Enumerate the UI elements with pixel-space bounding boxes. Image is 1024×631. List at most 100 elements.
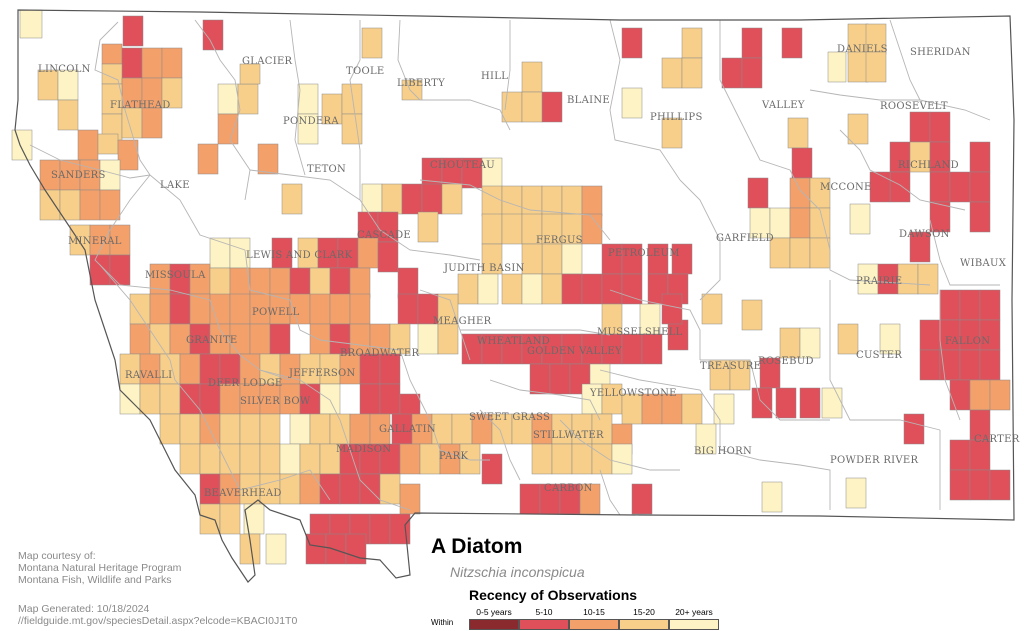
observation-cell [161,77,183,109]
observation-cell [741,27,763,59]
observation-cell [929,111,951,143]
observation-cell [789,177,811,209]
observation-cell [259,443,281,475]
county-label-mccone: MCCONE [820,182,872,193]
observation-cell [417,323,439,355]
observation-cell [57,99,79,131]
observation-cell [269,267,291,299]
observation-cell [141,107,163,139]
observation-cell [701,293,723,325]
map-title: A Diatom [431,535,523,558]
legend-swatch-20-plus [669,619,719,630]
legend-swatch-5-10 [519,619,569,630]
legend-swatch-0-5 [469,619,519,630]
observation-cell [949,469,971,501]
observation-cell [309,267,331,299]
observation-cell [959,349,981,381]
observation-cell [501,273,523,305]
county-label-sheridan: SHERIDAN [910,47,971,58]
observation-cell [529,363,551,395]
observation-cell [799,327,821,359]
observation-cell [581,185,603,217]
county-label-lake: LAKE [160,180,190,191]
montana-state-outline [14,9,1015,583]
county-label-ravalli: RAVALLI [125,370,172,381]
observation-cell [325,533,347,565]
county-label-wibaux: WIBAUX [960,258,1007,269]
observation-cell [481,453,503,485]
county-label-meagher: MEAGHER [433,316,492,327]
observation-cell [929,171,951,203]
observation-cell [847,51,869,83]
observation-cell [397,293,419,325]
legend-label-5-10: 5-10 [535,607,553,617]
legend-swatch-15-20 [619,619,669,630]
observation-cell [199,503,221,535]
observation-cell [809,237,831,269]
observation-cell [289,413,311,445]
observation-cell [481,185,503,217]
observation-cell [695,423,717,455]
county-label-phillips: PHILLIPS [650,112,703,123]
county-label-valley: VALLEY [761,100,805,111]
county-label-powder-river: POWDER RIVER [830,455,919,466]
observation-cell [299,473,321,505]
county-label-pondera: PONDERA [283,116,339,127]
observation-cell [601,303,623,335]
observation-cell [357,237,379,269]
observation-cell [369,513,391,545]
observation-cell [349,413,371,445]
observation-cell [99,189,121,221]
observation-cell [129,293,151,325]
observation-cell [441,183,463,215]
observation-cell [399,443,421,475]
observation-cell [309,413,331,445]
observation-cell [381,183,403,215]
observation-cell [459,443,481,475]
observation-cell [571,443,593,475]
observation-cell [561,185,583,217]
observation-cell [119,383,141,415]
observation-cell [319,383,341,415]
county-label-big-horn: BIG HORN [694,446,752,457]
observation-cell [229,293,251,325]
observation-cell [159,383,181,415]
legend-swatch-10-15 [569,619,619,630]
county-labels: LINCOLN FLATHEAD GLACIER TOOLE LIBERTY HILL BL… [38,44,1019,499]
observation-cell [179,383,201,415]
observation-cell [121,47,143,79]
observation-cell [141,47,163,79]
county-label-missoula: MISSOULA [145,270,206,281]
observation-cell [122,15,144,47]
observation-cell [541,273,563,305]
observation-cell [917,263,939,295]
observation-cell [229,267,251,299]
observation-cell [309,293,331,325]
observation-cell [345,533,367,565]
county-label-liberty: LIBERTY [397,78,445,89]
observation-cell [969,171,991,203]
observation-cell [239,533,261,565]
county-label-rosebud: ROSEBUD [758,356,814,367]
observation-cell [501,213,523,245]
county-label-chouteau: CHOUTEAU [430,160,495,171]
observation-cell [19,9,43,39]
observation-cell [329,413,351,445]
observation-cell [349,293,371,325]
county-label-blaine: BLAINE [567,95,610,106]
observation-cell [149,323,171,355]
observation-cell [297,83,319,115]
observation-cell [837,323,859,355]
observation-cell [939,289,961,321]
observation-cell [989,379,1011,411]
observation-cell [179,413,201,445]
observation-cell [481,213,503,245]
observation-cell [11,129,33,161]
observation-cell [713,393,735,425]
legend-label-20-plus: 20+ years [675,607,713,617]
observation-cell [531,443,553,475]
observation-cell [879,323,901,355]
observation-cell [949,171,971,203]
observation-cell [775,387,797,419]
observation-cell [39,189,61,221]
